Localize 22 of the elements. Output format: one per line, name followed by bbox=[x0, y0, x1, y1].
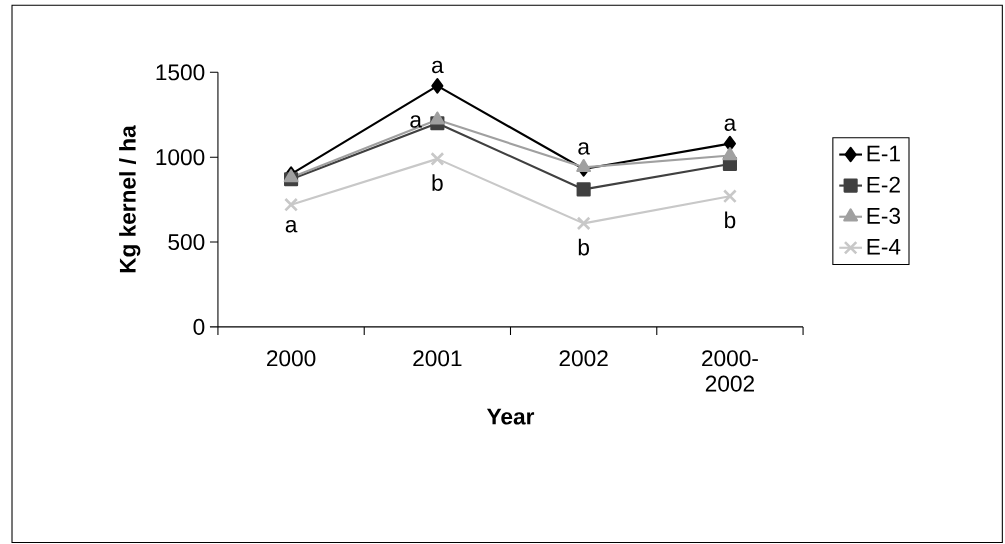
legend-label: E-1 bbox=[867, 145, 900, 162]
y-tick-label: 1500 bbox=[156, 64, 205, 81]
annotation: a bbox=[410, 115, 422, 128]
x-tick-label: 2002 bbox=[559, 350, 608, 367]
annotation: b bbox=[725, 211, 736, 229]
legend-label: E-4 bbox=[867, 239, 901, 255]
y-tick-label: 500 bbox=[168, 234, 205, 251]
annotation: a bbox=[724, 118, 737, 131]
annotation: a bbox=[285, 220, 298, 233]
x-tick-label: 2000-2002 bbox=[702, 350, 758, 392]
y-tick-label: 1000 bbox=[156, 149, 205, 166]
x-axis-title: Year bbox=[486, 408, 535, 425]
legend-label: E-2 bbox=[867, 176, 900, 193]
y-tick-label: 0 bbox=[193, 318, 205, 336]
annotation: a bbox=[578, 142, 590, 155]
annotation: a bbox=[432, 60, 444, 74]
annotation: b bbox=[578, 238, 589, 256]
legend-label: E-3 bbox=[867, 207, 900, 224]
x-tick-label: 2001 bbox=[413, 350, 462, 367]
x-tick-label: 2000 bbox=[267, 350, 316, 367]
y-axis-title: Kg kernel / ha bbox=[119, 125, 141, 273]
annotation: b bbox=[432, 174, 443, 191]
